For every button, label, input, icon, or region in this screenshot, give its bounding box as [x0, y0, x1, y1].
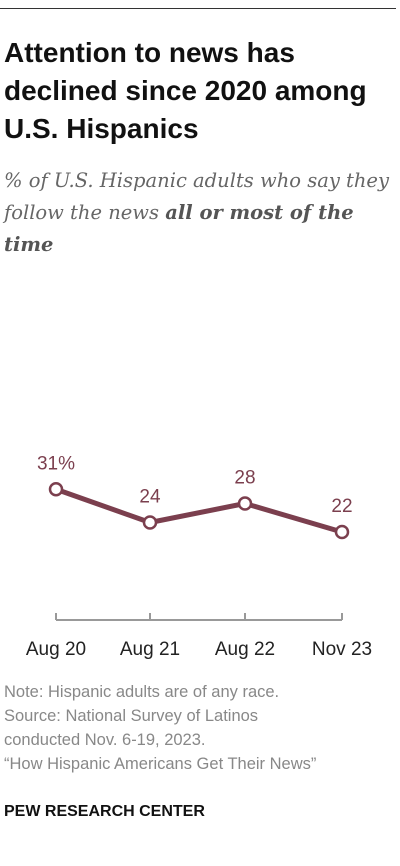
- chart-subtitle: % of U.S. Hispanic adults who say they f…: [4, 165, 396, 261]
- source-text-line-2: conducted Nov. 6-19, 2023.: [4, 731, 206, 749]
- data-label: 22: [331, 496, 352, 517]
- data-point: [142, 515, 158, 530]
- pew-research-center-logo-text: PEW RESEARCH CENTER: [4, 803, 205, 820]
- data-point: [334, 524, 350, 540]
- subtitle-emphasis: all or most of the time: [4, 201, 354, 256]
- data-label: 24: [139, 487, 161, 508]
- data-point: [237, 496, 253, 511]
- line-chart: Aug 20 Aug 21 Aug 22 Nov 23 31% 24 28 22: [26, 453, 372, 660]
- x-axis-tick-label: Nov 23: [312, 639, 372, 660]
- notes-block: Note: Hispanic adults are of any race. S…: [4, 680, 396, 776]
- subtitle-text: % of U.S. Hispanic adults who say they f…: [4, 169, 389, 224]
- series-line: [53, 486, 345, 535]
- top-rule: [0, 8, 396, 9]
- x-axis-tick-label: Aug 20: [26, 639, 86, 660]
- x-axis-tick-label: Aug 22: [215, 639, 275, 660]
- chart-title: Attention to news has declined since 202…: [4, 37, 367, 144]
- data-label: 28: [234, 468, 255, 489]
- report-title: “How Hispanic Americans Get Their News”: [4, 755, 317, 773]
- data-point: [48, 482, 64, 497]
- source-text-line-1: Source: National Survey of Latinos: [4, 707, 259, 725]
- note-text: Note: Hispanic adults are of any race.: [4, 683, 280, 701]
- data-label: 31%: [37, 453, 75, 474]
- x-axis-tick-label: Aug 21: [120, 639, 180, 660]
